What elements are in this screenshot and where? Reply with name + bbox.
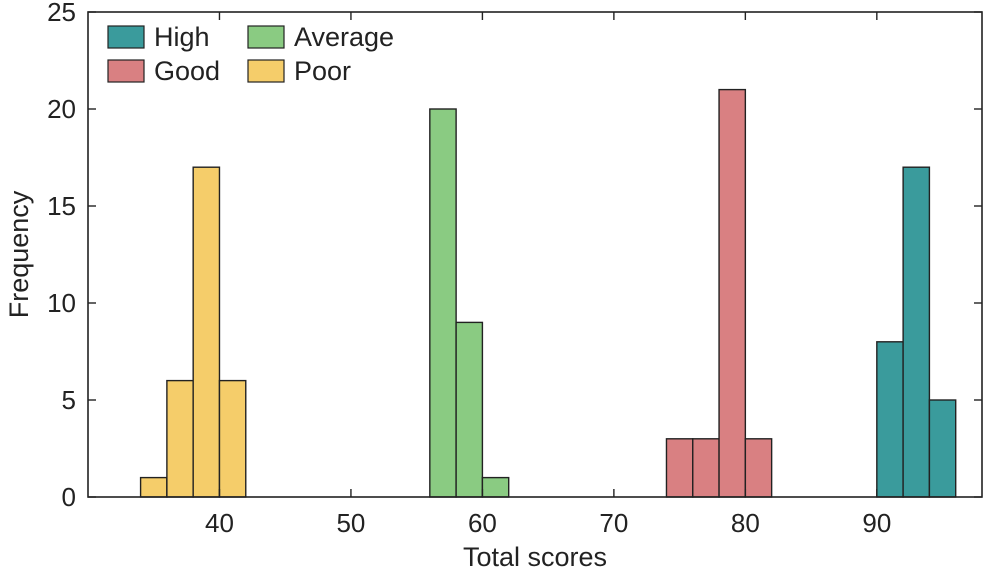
legend-label-poor: Poor [294,56,351,86]
bar-high-94-96 [928,399,957,498]
x-tick-label: 60 [468,508,497,538]
legend-label-good: Good [154,56,220,86]
x-axis-ticks: 40 50 60 70 80 90 [205,12,891,538]
x-tick-label: 40 [205,508,234,538]
legend-swatch-poor [247,59,285,83]
legend-swatch-good [107,59,145,83]
bar-poor-34-36 [139,476,168,498]
y-tick-label: 0 [62,482,76,512]
legend-label-average: Average [294,22,394,52]
bar-high-92-94 [902,166,931,498]
bar-poor-38-40 [192,166,221,498]
y-tick-label: 15 [47,191,76,221]
bar-average-56-58 [429,108,457,498]
bar-good-78-80 [718,88,747,498]
plot-frame [87,11,983,498]
y-tick-label: 10 [47,288,76,318]
y-axis-ticks: 0 5 10 15 20 25 [47,0,982,512]
x-tick-label: 70 [599,508,628,538]
y-tick-label: 25 [47,0,76,27]
bar-good-80-82 [744,438,773,498]
y-tick-label: 5 [62,385,76,415]
bar-good-74-76 [665,438,694,498]
x-tick-label: 90 [862,508,891,538]
legend: High Average Good Poor [107,22,394,86]
bar-average-58-60 [455,321,484,498]
x-tick-label: 80 [731,508,760,538]
y-tick-label: 20 [47,94,76,124]
bars-layer [139,88,957,498]
bar-average-60-62 [481,476,510,498]
bar-good-76-78 [692,438,720,498]
legend-swatch-high [107,25,145,49]
x-axis-label: Total scores [463,542,607,572]
y-axis-label: Frequency [4,190,34,318]
bar-poor-36-38 [166,379,194,498]
x-tick-label: 50 [336,508,365,538]
legend-label-high: High [154,22,210,52]
legend-swatch-average [247,25,285,49]
bar-high-90-92 [876,341,904,498]
bar-poor-40-42 [218,379,247,498]
